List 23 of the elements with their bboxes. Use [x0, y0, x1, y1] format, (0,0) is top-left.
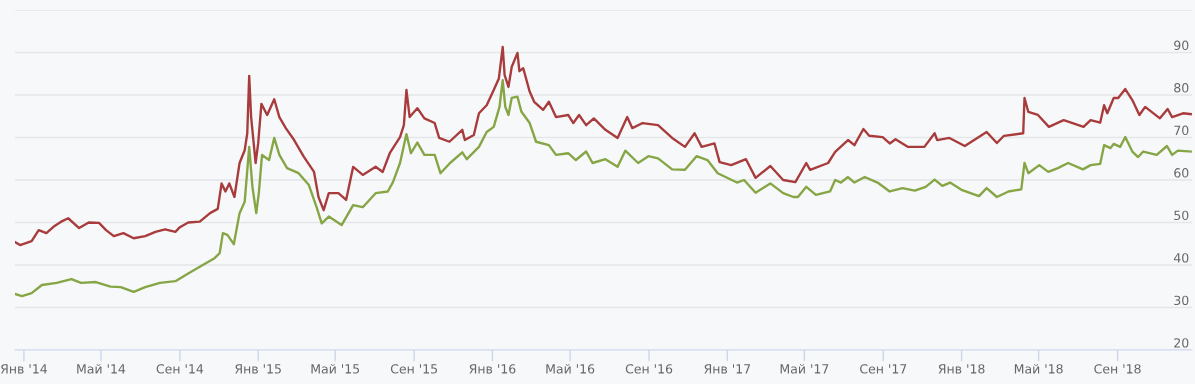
y-tick-label: 70: [1174, 125, 1189, 136]
y-tick-label: 30: [1174, 295, 1189, 306]
x-tick-label: Янв '14: [0, 364, 47, 374]
y-tick-label: 90: [1174, 40, 1189, 51]
x-tick-label: Май '14: [77, 363, 126, 374]
x-tick-label: Май '16: [546, 363, 595, 374]
x-tick-label: Янв '17: [704, 364, 751, 374]
y-tick-label: 60: [1174, 168, 1189, 178]
x-tick-label: Сен '16: [625, 364, 673, 374]
x-tick-label: Сен '18: [1094, 364, 1141, 374]
x-tick-label: Янв '16: [469, 364, 516, 374]
y-tick-label: 20: [1174, 338, 1189, 348]
x-tick-label: Янв '15: [235, 364, 281, 374]
x-tick-label: Янв '18: [938, 364, 985, 374]
x-tick-label: Сен '14: [156, 364, 204, 374]
y-tick-label: 50: [1174, 210, 1189, 221]
y-tick-label: 80: [1174, 83, 1189, 93]
y-tick-label: 40: [1173, 253, 1189, 263]
x-tick-label: Май '15: [311, 363, 360, 374]
x-tick-label: Май '18: [1014, 363, 1063, 374]
x-tick-label: Май '17: [780, 363, 829, 374]
x-tick-label: Сен '17: [860, 364, 907, 374]
x-tick-label: Сен '15: [390, 364, 437, 374]
